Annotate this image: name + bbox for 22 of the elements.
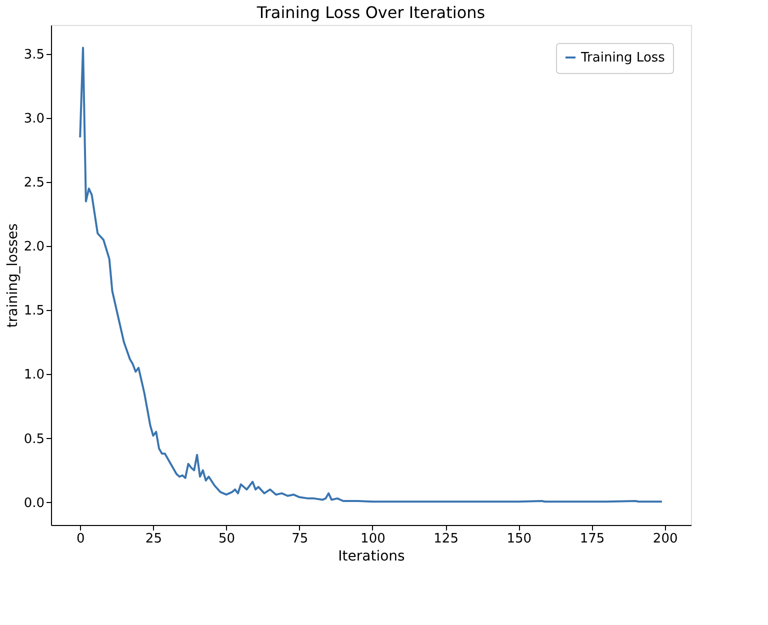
x-tick-label: 100 xyxy=(360,532,386,546)
y-tick-label: 3.0 xyxy=(24,112,44,127)
x-tick-label: 50 xyxy=(218,532,236,546)
x-tick-label: 150 xyxy=(506,532,532,546)
y-tick-label: 0.0 xyxy=(24,496,44,511)
x-tick-label: 175 xyxy=(580,532,605,546)
x-tick-label: 25 xyxy=(145,532,162,546)
legend-label: Training Loss xyxy=(580,50,666,66)
x-axis-title: Iterations xyxy=(338,548,405,564)
y-tick-label: 1.0 xyxy=(24,368,44,383)
x-tick-label: 125 xyxy=(434,532,458,546)
y-axis-title: training_losses xyxy=(4,223,21,328)
y-tick-label: 3.5 xyxy=(24,48,44,63)
y-tick-label: 1.5 xyxy=(24,304,44,319)
x-tick-label: 200 xyxy=(652,532,678,546)
y-tick-label: 0.5 xyxy=(24,432,44,447)
y-tick-label: 2.5 xyxy=(24,176,44,191)
chart-title: Training Loss Over Iterations xyxy=(256,3,486,22)
line-series xyxy=(79,46,663,503)
x-tick-label: 75 xyxy=(292,532,308,546)
x-tick-label: 0 xyxy=(76,532,85,546)
y-tick-label: 2.0 xyxy=(24,240,44,255)
